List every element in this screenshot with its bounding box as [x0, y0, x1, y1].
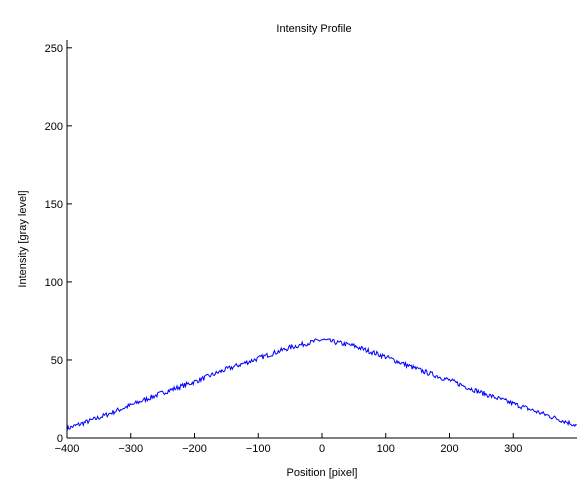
- y-tick-label: 200: [45, 121, 63, 133]
- x-tick-label: −400: [55, 443, 80, 455]
- chart-title: Intensity Profile: [276, 23, 351, 35]
- y-tick-label: 250: [45, 43, 63, 55]
- y-tick-label: 100: [45, 277, 63, 289]
- intensity-series-line: [66, 338, 577, 432]
- x-ticks: −400 −300 −200 −100 0 100 200 300: [55, 433, 522, 455]
- x-tick-label: −300: [118, 443, 143, 455]
- plot-area: [66, 338, 577, 432]
- y-tick-label: 50: [51, 355, 63, 367]
- y-tick-label: 150: [45, 199, 63, 211]
- axes: [66, 40, 577, 439]
- x-tick-label: 100: [377, 443, 395, 455]
- x-tick-label: 0: [319, 443, 325, 455]
- x-tick-label: −200: [182, 443, 207, 455]
- y-tick-label: 0: [57, 433, 63, 445]
- x-axis-label: Position [pixel]: [287, 467, 358, 479]
- x-tick-label: −100: [246, 443, 271, 455]
- y-axis-label: Intensity [gray level]: [17, 190, 29, 287]
- y-ticks: 0 50 100 150 200 250: [45, 43, 72, 445]
- x-tick-label: 300: [504, 443, 522, 455]
- x-tick-label: 200: [440, 443, 458, 455]
